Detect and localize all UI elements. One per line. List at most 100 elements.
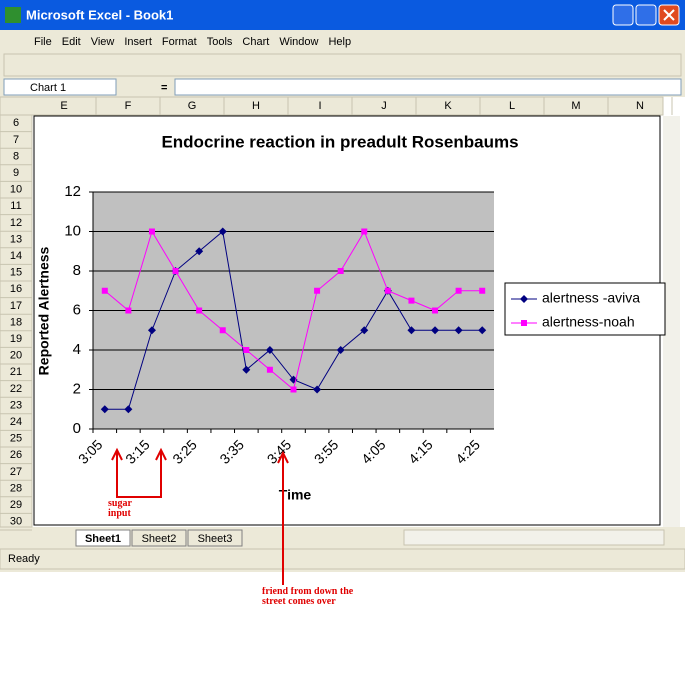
row-header: 16 — [10, 283, 22, 295]
sheet-tab[interactable] — [187, 529, 243, 547]
header-bg — [0, 96, 664, 116]
row-header: 17 — [10, 300, 22, 312]
row-header: 20 — [10, 350, 22, 362]
row-header: 18 — [10, 316, 22, 328]
row-header: 11 — [10, 200, 21, 212]
legend — [504, 282, 666, 336]
row-header: 8 — [13, 150, 19, 162]
data-point — [196, 307, 203, 314]
row-headers: 6 7 8 9 10 11 12 13 14 15 16 17 18 19 20 21 22 23 24 25 26 27… — [0, 114, 33, 531]
data-point — [265, 346, 274, 354]
data-point — [479, 287, 486, 294]
column-headers: E F G H I J K L M N — [0, 96, 673, 116]
menu-item[interactable]: File — [34, 36, 52, 48]
annotation-friend: friend from down the street comes over — [262, 587, 354, 607]
minimize-button[interactable] — [612, 4, 634, 26]
data-point — [336, 346, 345, 354]
y-tick-label: 8 — [73, 262, 81, 279]
formula-bar[interactable] — [174, 78, 682, 96]
row-header: 24 — [10, 416, 22, 428]
annotation-arrows — [111, 447, 289, 585]
sheet-tab[interactable] — [75, 529, 131, 547]
data-point — [337, 268, 344, 274]
title-bar — [0, 0, 685, 30]
data-point — [219, 327, 226, 334]
y-tick-label: 10 — [64, 222, 81, 239]
menu-item[interactable]: Insert — [124, 36, 152, 48]
data-point — [147, 326, 156, 335]
sheet-tab[interactable] — [131, 529, 187, 547]
data-point — [290, 386, 297, 393]
app-icon — [5, 7, 21, 23]
data-point — [432, 307, 439, 314]
row-header: 14 — [10, 250, 22, 262]
menu-item[interactable]: Tools — [207, 36, 233, 48]
data-point — [266, 366, 273, 373]
column-header: F — [125, 100, 132, 112]
y-tick-label: 6 — [73, 301, 81, 318]
data-point — [101, 287, 108, 294]
name-box-text: Chart 1 — [30, 82, 66, 94]
maximize-button[interactable] — [635, 4, 657, 26]
data-point — [361, 228, 368, 235]
row-header: 7 — [13, 134, 19, 146]
column-header: G — [188, 100, 197, 112]
status-bar — [0, 548, 685, 570]
data-point — [218, 227, 227, 236]
data-point — [125, 307, 132, 314]
menu-item[interactable]: Help — [328, 36, 351, 48]
data-point — [124, 405, 133, 414]
legend-label: alertness-noah — [542, 314, 635, 330]
data-point — [384, 287, 391, 294]
menu-item[interactable]: View — [91, 36, 115, 48]
data-point — [195, 247, 204, 256]
data-point — [521, 320, 527, 326]
data-point — [148, 228, 155, 235]
row-header: 29 — [10, 499, 22, 511]
column-header: H — [252, 100, 260, 112]
row-header: 6 — [13, 117, 19, 129]
menu-item[interactable]: Chart — [242, 36, 269, 48]
row-header: 13 — [10, 233, 22, 245]
column-header: L — [509, 100, 515, 112]
y-tick-label: 12 — [64, 183, 81, 200]
name-box[interactable] — [3, 78, 117, 96]
data-point — [172, 268, 179, 274]
horizontal-scrollbar[interactable] — [403, 529, 665, 546]
column-header: I — [318, 100, 321, 112]
menu-item[interactable]: Edit — [62, 36, 81, 48]
column-header: N — [636, 100, 644, 112]
sheet-tab-label: Sheet2 — [142, 533, 177, 545]
header-bg — [0, 114, 33, 528]
status-text: Ready — [8, 553, 40, 565]
row-header: 19 — [10, 333, 22, 345]
data-point — [360, 326, 369, 335]
column-header: E — [60, 100, 67, 112]
row-header: 30 — [10, 516, 22, 528]
annotation-sugar: sugar input — [108, 499, 132, 519]
row-header: 26 — [10, 449, 22, 461]
data-point — [407, 326, 416, 335]
sheet-tab-label: Sheet3 — [198, 533, 233, 545]
formula-label: = — [161, 82, 167, 94]
sheet-tab-label: Sheet1 — [85, 533, 121, 545]
data-point — [454, 326, 463, 335]
data-point — [100, 405, 109, 414]
y-tick-label: 2 — [73, 380, 81, 397]
annotation-text: friend from down the street comes over — [262, 587, 354, 607]
column-header: M — [571, 100, 580, 112]
row-header: 12 — [10, 217, 22, 229]
menu-item[interactable]: Format — [162, 36, 197, 48]
data-point — [242, 365, 251, 374]
row-header: 15 — [10, 267, 22, 279]
data-point — [431, 326, 440, 335]
column-header: K — [444, 100, 452, 112]
row-header: 9 — [13, 167, 19, 179]
vertical-scrollbar[interactable] — [663, 116, 680, 527]
y-tick-label: 4 — [73, 341, 81, 358]
data-point — [243, 347, 250, 353]
row-header: 10 — [10, 184, 22, 196]
menu-item[interactable]: Window — [279, 36, 318, 48]
close-icon — [663, 9, 675, 21]
